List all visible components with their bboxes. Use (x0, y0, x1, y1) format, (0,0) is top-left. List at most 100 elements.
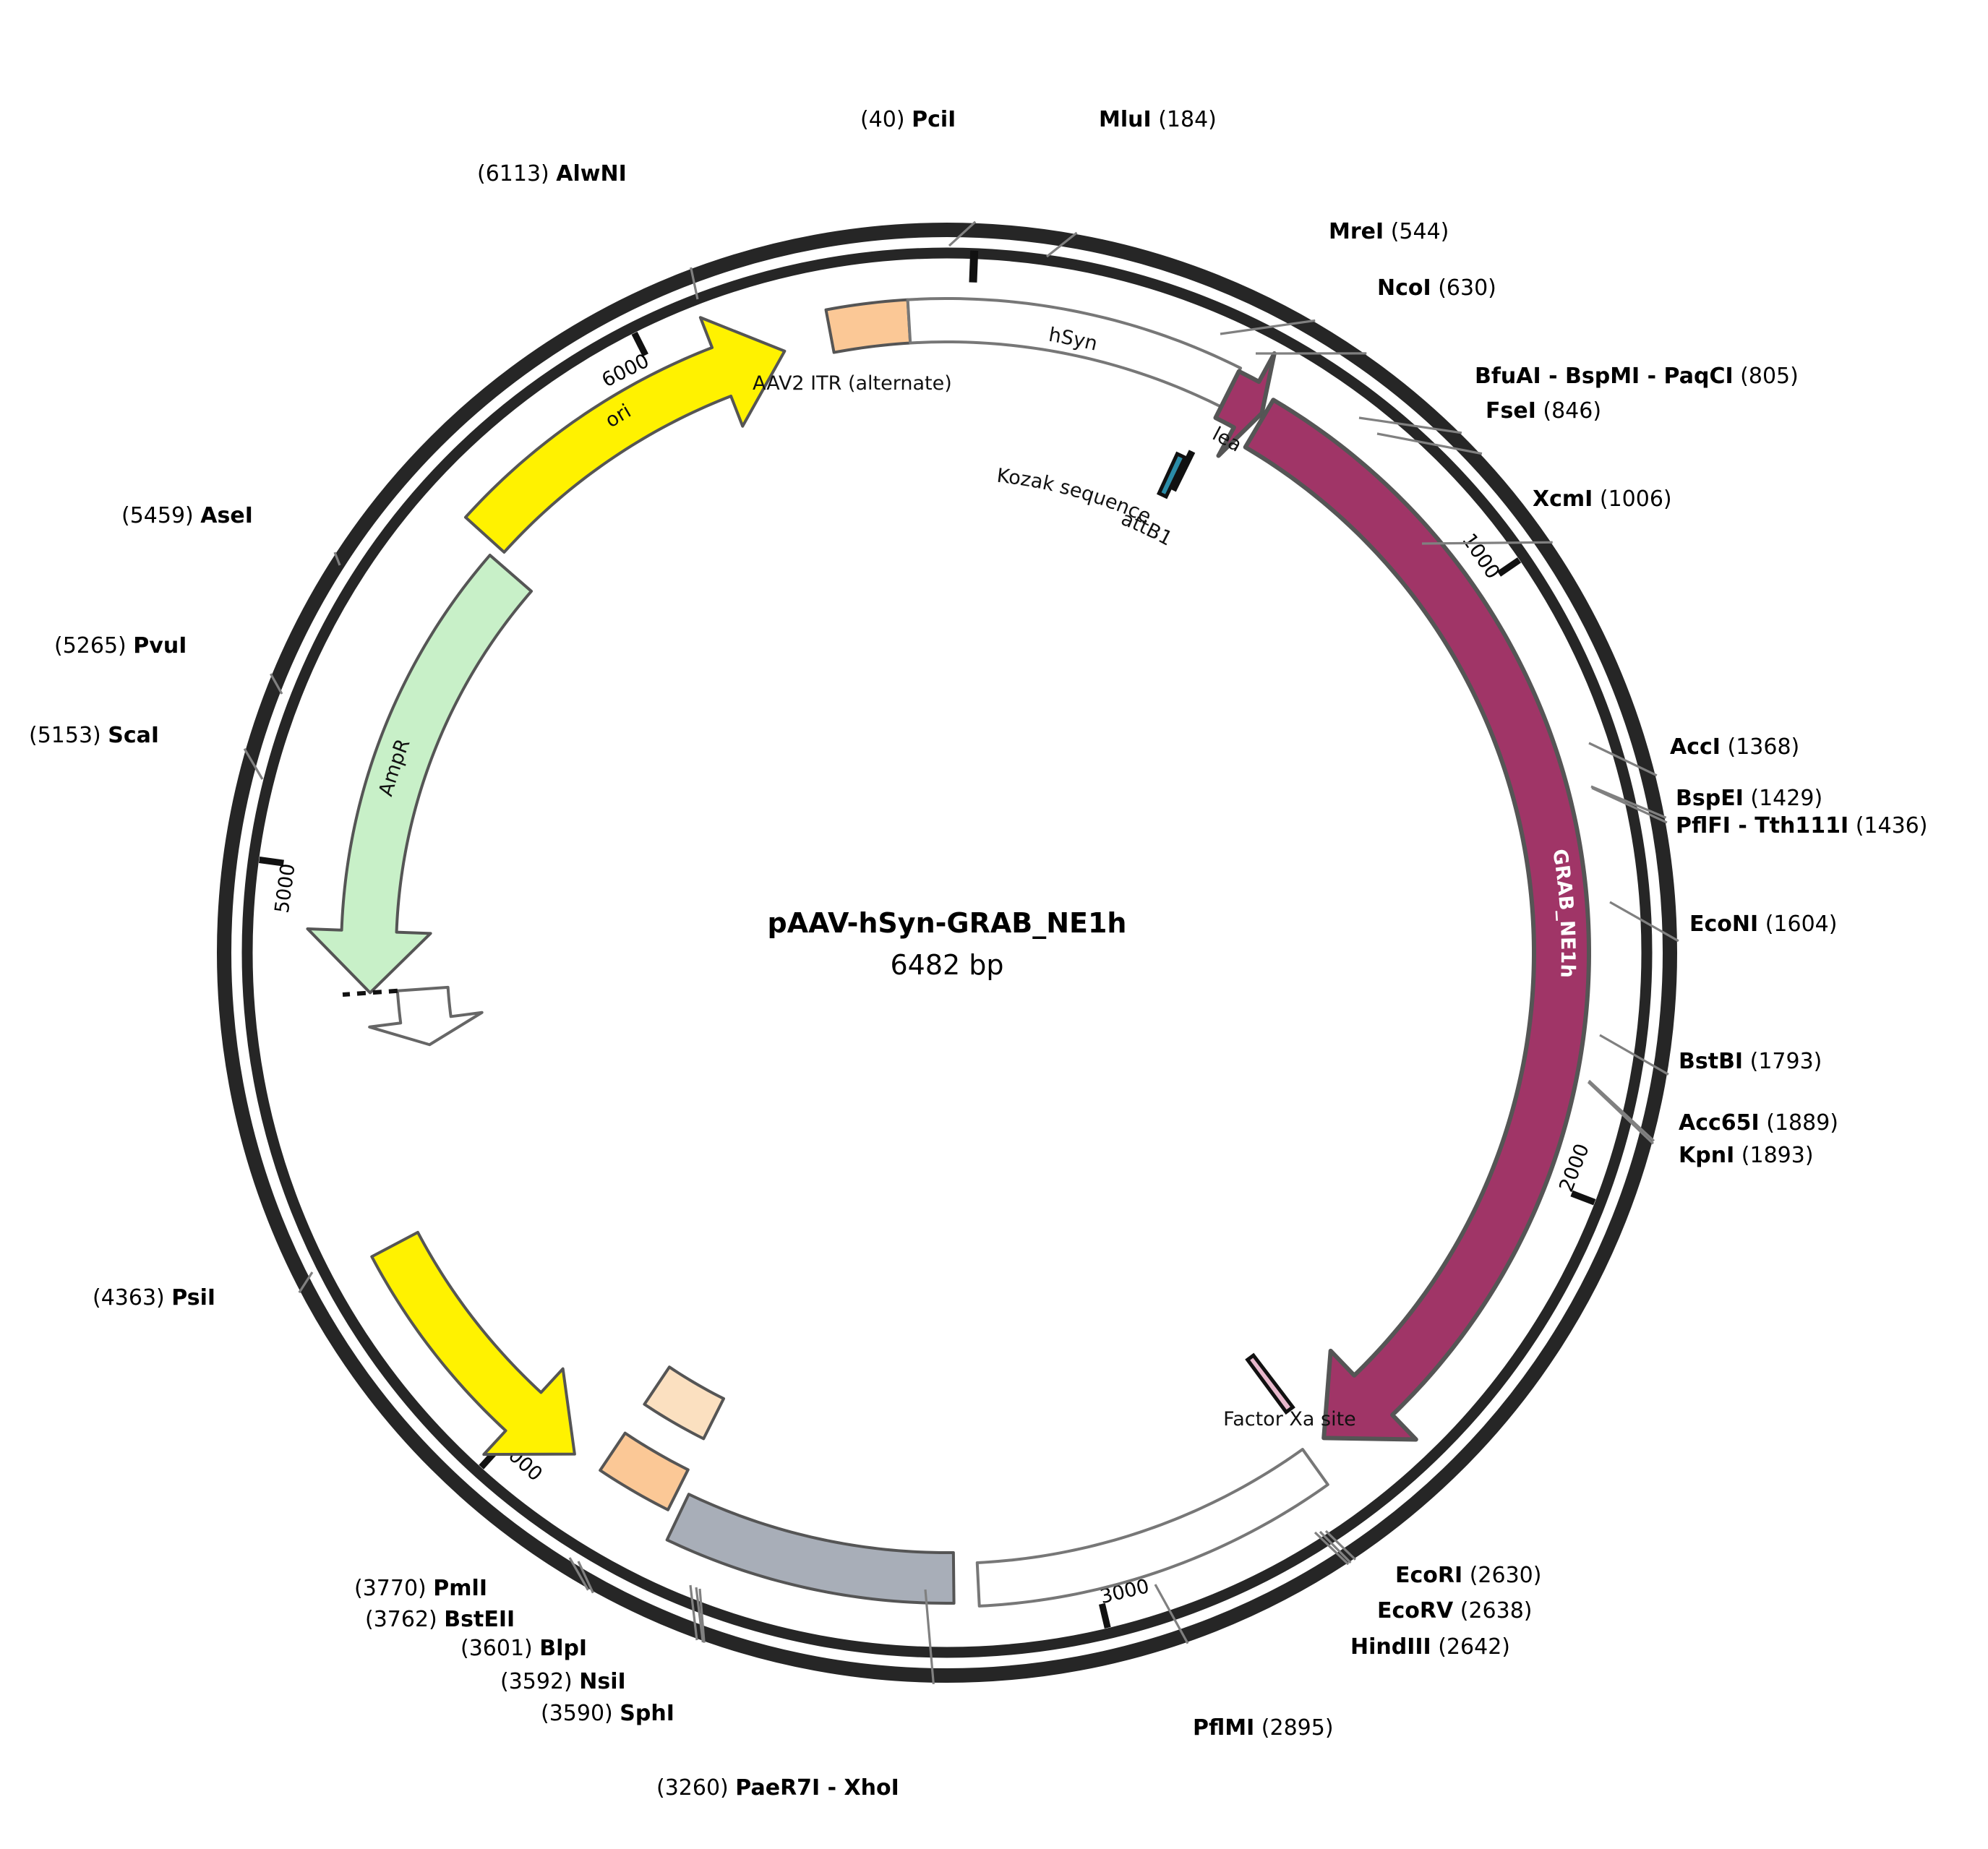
feature-shape (368, 985, 484, 1047)
site-enzyme: HindIII (1350, 1634, 1431, 1660)
leader-line (695, 1587, 704, 1643)
leader-line (1590, 785, 1667, 819)
site-enzyme: PciI (912, 107, 956, 132)
site-position: (1893) (1734, 1143, 1813, 1168)
leader-line (1358, 416, 1462, 434)
site-label-pflfi---tth111i[interactable]: PflFI - Tth111I (1436) (1676, 813, 1927, 838)
site-enzyme: BstEII (444, 1607, 515, 1632)
leader-bfuai---bspmi---paqci (1358, 416, 1462, 434)
site-position: (3762) (365, 1607, 444, 1632)
site-position: (6113) (477, 161, 556, 186)
leader-mrei (1220, 319, 1316, 335)
site-label-pcii[interactable]: (40) PciI (860, 107, 956, 132)
feature-ori: ori (463, 316, 787, 554)
factor-xa-site-label: Factor Xa site (1223, 1408, 1356, 1430)
restriction-site-layer: (40) PciI MluI (184) MreI (544) NcoI (630) B… (29, 107, 1927, 1801)
site-enzyme: ScaI (108, 723, 159, 748)
tick-mark (1098, 1603, 1111, 1629)
site-enzyme: BlpI (539, 1636, 587, 1661)
leader-asei (333, 552, 341, 566)
leader-acci (1588, 742, 1658, 777)
site-label-econi[interactable]: EcoNI (1604) (1689, 911, 1837, 937)
center-title-group: pAAV-hSyn-GRAB_NE1h 6482 bp (768, 907, 1127, 981)
site-label-scai[interactable]: (5153) ScaI (29, 723, 159, 748)
site-position: (2638) (1453, 1598, 1532, 1623)
site-label-nsii[interactable]: (3592) NsiI (500, 1669, 626, 1694)
site-enzyme: EcoRI (1395, 1563, 1462, 1588)
plasmid-size-label: 6482 bp (890, 949, 1003, 981)
site-enzyme: PmlI (433, 1576, 487, 1601)
leader-line (1591, 786, 1668, 824)
leader-line (924, 1589, 935, 1684)
site-enzyme: FseI (1486, 398, 1536, 424)
site-enzyme: PaeR7I - XhoI (735, 1775, 899, 1801)
site-label-xcmi[interactable]: XcmI (1006) (1533, 486, 1672, 512)
leader-pvui (270, 673, 283, 695)
site-position: (5459) (121, 503, 200, 528)
feature-hsyn: hSyn (906, 297, 1243, 408)
site-label-psii[interactable]: (4363) PsiI (93, 1285, 215, 1310)
site-label-acc65i[interactable]: Acc65I (1889) (1679, 1110, 1838, 1136)
site-label-mrei[interactable]: MreI (544) (1329, 219, 1449, 244)
site-label-paer7i---xhoi[interactable]: (3260) PaeR7I - XhoI (656, 1775, 899, 1801)
leader-line (1599, 1034, 1669, 1076)
leader-line (270, 673, 283, 695)
site-position: (5265) (54, 633, 133, 658)
site-enzyme: AlwNI (556, 161, 627, 186)
site-label-acci[interactable]: AccI (1368) (1670, 734, 1799, 760)
feature-shape (599, 1431, 690, 1511)
site-position: (3592) (500, 1669, 579, 1694)
factor-xa-marker (1245, 1352, 1295, 1415)
site-label-ncoi[interactable]: NcoI (630) (1377, 275, 1496, 301)
feature-wpre: WPRE (975, 1448, 1329, 1608)
site-label-ecorv[interactable]: EcoRV (2638) (1377, 1598, 1533, 1623)
site-label-sphi[interactable]: (3590) SphI (541, 1701, 674, 1726)
leader-line (690, 267, 699, 300)
site-label-ecori[interactable]: EcoRI (2630) (1395, 1563, 1541, 1588)
site-position: (3590) (541, 1701, 620, 1726)
site-label-blpi[interactable]: (3601) BlpI (460, 1636, 587, 1661)
site-label-fsei[interactable]: FseI (846) (1486, 398, 1601, 424)
site-enzyme: PsiI (171, 1285, 215, 1310)
site-label-bfuai---bspmi---paqci[interactable]: BfuAI - BspMI - PaqCI (805) (1475, 364, 1799, 389)
leader-scai (243, 748, 264, 780)
site-enzyme: PflMI (1193, 1715, 1254, 1741)
site-label-bsteii[interactable]: (3762) BstEII (365, 1607, 515, 1632)
feature-aav2-itr-lower: AAV2 ITR (599, 1431, 690, 1511)
site-position: (805) (1734, 364, 1799, 389)
site-label-pflmi[interactable]: PflMI (2895) (1193, 1715, 1334, 1741)
site-position: (2895) (1254, 1715, 1333, 1741)
plasmid-backbone (217, 223, 1677, 1683)
feature-aav2-itr-upper: AAV2 ITR (643, 1365, 726, 1441)
site-label-kpni[interactable]: KpnI (1893) (1679, 1143, 1814, 1168)
site-label-bstbi[interactable]: BstBI (1793) (1679, 1049, 1822, 1074)
site-label-pvui[interactable]: (5265) PvuI (54, 633, 187, 658)
site-enzyme: PvuI (133, 633, 187, 658)
leader-line (1588, 1079, 1655, 1142)
leader-nsii (695, 1587, 704, 1643)
site-position: (544) (1384, 219, 1449, 244)
site-label-alwni[interactable]: (6113) AlwNI (477, 161, 627, 186)
tick-mark (1570, 1190, 1596, 1206)
leader-line (577, 1561, 594, 1594)
leader-bsteii (577, 1561, 594, 1594)
site-label-mlui[interactable]: MluI (184) (1099, 107, 1217, 132)
site-enzyme: BspEI (1676, 786, 1744, 811)
leader-acc65i (1588, 1079, 1655, 1142)
leader-mlui (1046, 231, 1078, 258)
feature-shape (463, 316, 787, 554)
site-position: (630) (1431, 275, 1496, 301)
leader-line (948, 220, 977, 247)
site-label-asei[interactable]: (5459) AseI (121, 503, 253, 528)
site-label-hindiii[interactable]: HindIII (2642) (1350, 1634, 1510, 1660)
leader-ecori (1324, 1530, 1357, 1561)
site-position: (2642) (1431, 1634, 1510, 1660)
site-position: (1006) (1593, 486, 1671, 512)
site-label-bspei[interactable]: BspEI (1429) (1676, 786, 1822, 811)
site-position: (1604) (1758, 911, 1837, 937)
leader-line (698, 1588, 706, 1643)
site-enzyme: KpnI (1679, 1143, 1734, 1168)
leader-line (1376, 432, 1483, 455)
site-label-pmli[interactable]: (3770) PmlI (354, 1576, 487, 1601)
